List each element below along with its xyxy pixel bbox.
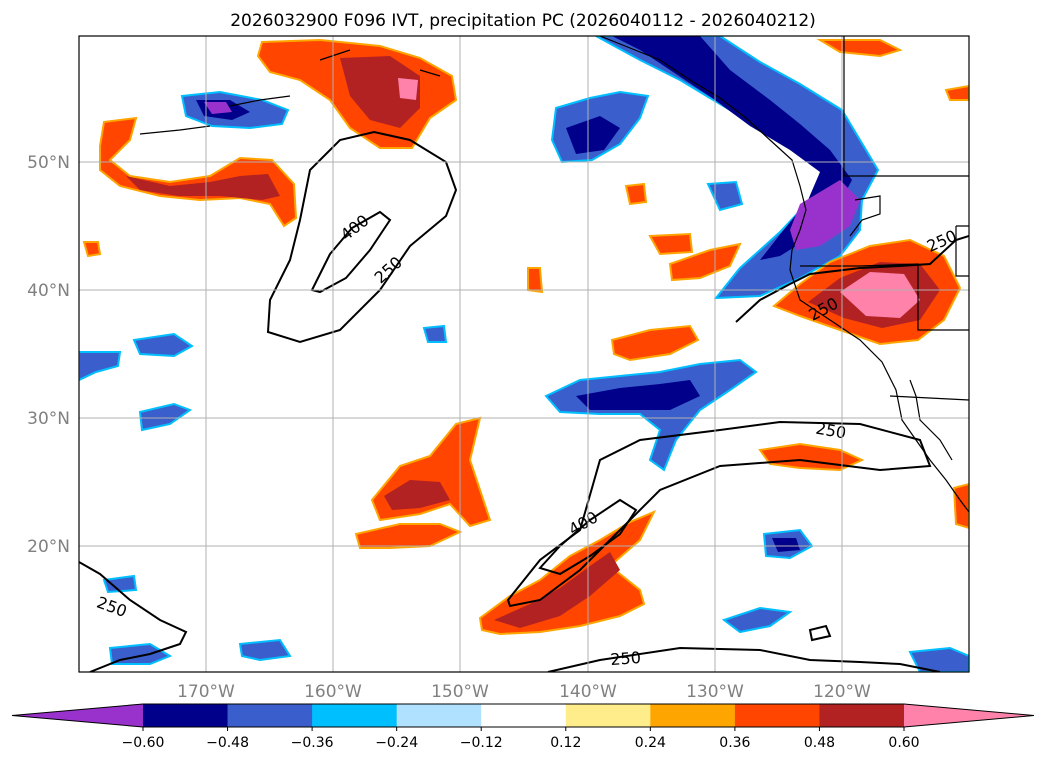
precip-region xyxy=(544,358,758,472)
lon-label: 150°W xyxy=(431,682,489,702)
lon-label: 170°W xyxy=(177,682,235,702)
precip-region xyxy=(706,180,744,212)
precip-region xyxy=(132,332,194,358)
colorbar-swatch xyxy=(481,704,567,727)
coastline xyxy=(319,49,441,77)
lat-label: 30°N xyxy=(27,409,70,429)
precip-region xyxy=(612,36,852,260)
colorbar-swatch xyxy=(312,704,398,727)
precip-region xyxy=(238,638,292,662)
colorbar-tick-label: 0.60 xyxy=(888,735,919,751)
precip-region xyxy=(772,538,800,552)
colorbar-swatch xyxy=(565,704,651,727)
ivt-contour-250 xyxy=(808,624,832,642)
ivt-contour-250 xyxy=(266,130,458,344)
precip-region xyxy=(566,116,620,154)
ivt-contour-250 xyxy=(506,420,932,608)
precip-region xyxy=(610,324,700,362)
precip-region xyxy=(384,480,450,510)
coastline xyxy=(955,225,969,277)
colorbar-swatch xyxy=(396,704,482,727)
colorbar-tick-label: −0.36 xyxy=(291,735,334,751)
precip-region xyxy=(840,272,920,318)
precip-shading xyxy=(79,36,969,672)
lon-label: 140°W xyxy=(559,682,617,702)
colorbar-swatch xyxy=(650,704,736,727)
precip-region xyxy=(944,84,969,101)
ivt-contour-400 xyxy=(310,210,392,294)
colorbar-tick-label: −0.60 xyxy=(122,735,165,751)
ivt-contour-250 xyxy=(735,235,969,323)
colorbar-tick-label: 0.48 xyxy=(804,735,835,751)
colorbar-tick-label: 0.24 xyxy=(635,735,666,751)
lat-label: 50°N xyxy=(27,153,70,173)
precip-region xyxy=(816,39,903,58)
precip-region xyxy=(648,232,694,256)
lat-label: 40°N xyxy=(27,281,70,301)
coastline xyxy=(889,395,969,401)
coastline xyxy=(849,195,881,237)
precip-region xyxy=(398,78,418,100)
precip-region xyxy=(204,102,232,114)
precip-region xyxy=(576,380,700,410)
colorbar xyxy=(11,703,1035,728)
precip-region xyxy=(422,324,448,343)
colorbar-tick-label: −0.12 xyxy=(460,735,503,751)
colorbar-extend-low xyxy=(12,704,143,727)
contour-label: 250 xyxy=(610,648,642,669)
precip-region xyxy=(79,351,122,382)
ivt-contour-250 xyxy=(79,561,188,672)
colorbar-extend-high xyxy=(904,704,1034,727)
precip-region xyxy=(102,574,138,594)
ivt-contour-400 xyxy=(538,498,638,576)
colorbar-swatch xyxy=(734,704,820,727)
map-frame xyxy=(78,35,970,673)
coastline xyxy=(139,95,291,135)
precip-region xyxy=(668,242,742,282)
lon-label: 130°W xyxy=(686,682,744,702)
colorbar-tick-label: 0.36 xyxy=(719,735,750,751)
coastline xyxy=(909,379,953,461)
colorbar-swatch xyxy=(819,704,905,727)
colorbar-tick-label: −0.24 xyxy=(375,735,418,751)
precip-region xyxy=(758,442,865,472)
precip-region xyxy=(126,174,280,200)
precip-region xyxy=(721,606,793,634)
gridlines xyxy=(79,36,969,672)
precip-region xyxy=(138,402,193,432)
precip-region xyxy=(952,482,969,530)
precip-region xyxy=(340,56,420,128)
lat-label: 20°N xyxy=(27,537,70,557)
precip-region xyxy=(624,182,648,206)
coastline xyxy=(843,36,969,177)
lon-label: 160°W xyxy=(304,682,362,702)
lon-label: 120°W xyxy=(813,682,871,702)
precip-region xyxy=(354,523,463,549)
precip-region xyxy=(527,267,544,294)
colorbar-ticks: −0.60 −0.48 −0.36 −0.24 −0.12 0.12 0.24 0.36 0.4… xyxy=(122,727,920,751)
lat-labels: 50°N 40°N 30°N 20°N xyxy=(27,153,70,557)
map-area: 400 250 250 250 400 250 250 250 xyxy=(79,36,969,672)
ivt-contour-250 xyxy=(547,646,941,672)
precip-region xyxy=(99,116,298,228)
colorbar-swatch xyxy=(227,704,313,727)
lon-labels: 170°W 160°W 150°W 140°W 130°W 120°W xyxy=(177,682,871,702)
map-title: 2026032900 F096 IVT, precipitation PC (2… xyxy=(230,11,816,31)
colorbar-swatch xyxy=(143,704,229,727)
precip-region xyxy=(82,241,102,258)
colorbar-tick-label: −0.48 xyxy=(206,735,249,751)
ivt-contours xyxy=(79,130,969,672)
colorbar-tick-label: 0.12 xyxy=(550,735,581,751)
